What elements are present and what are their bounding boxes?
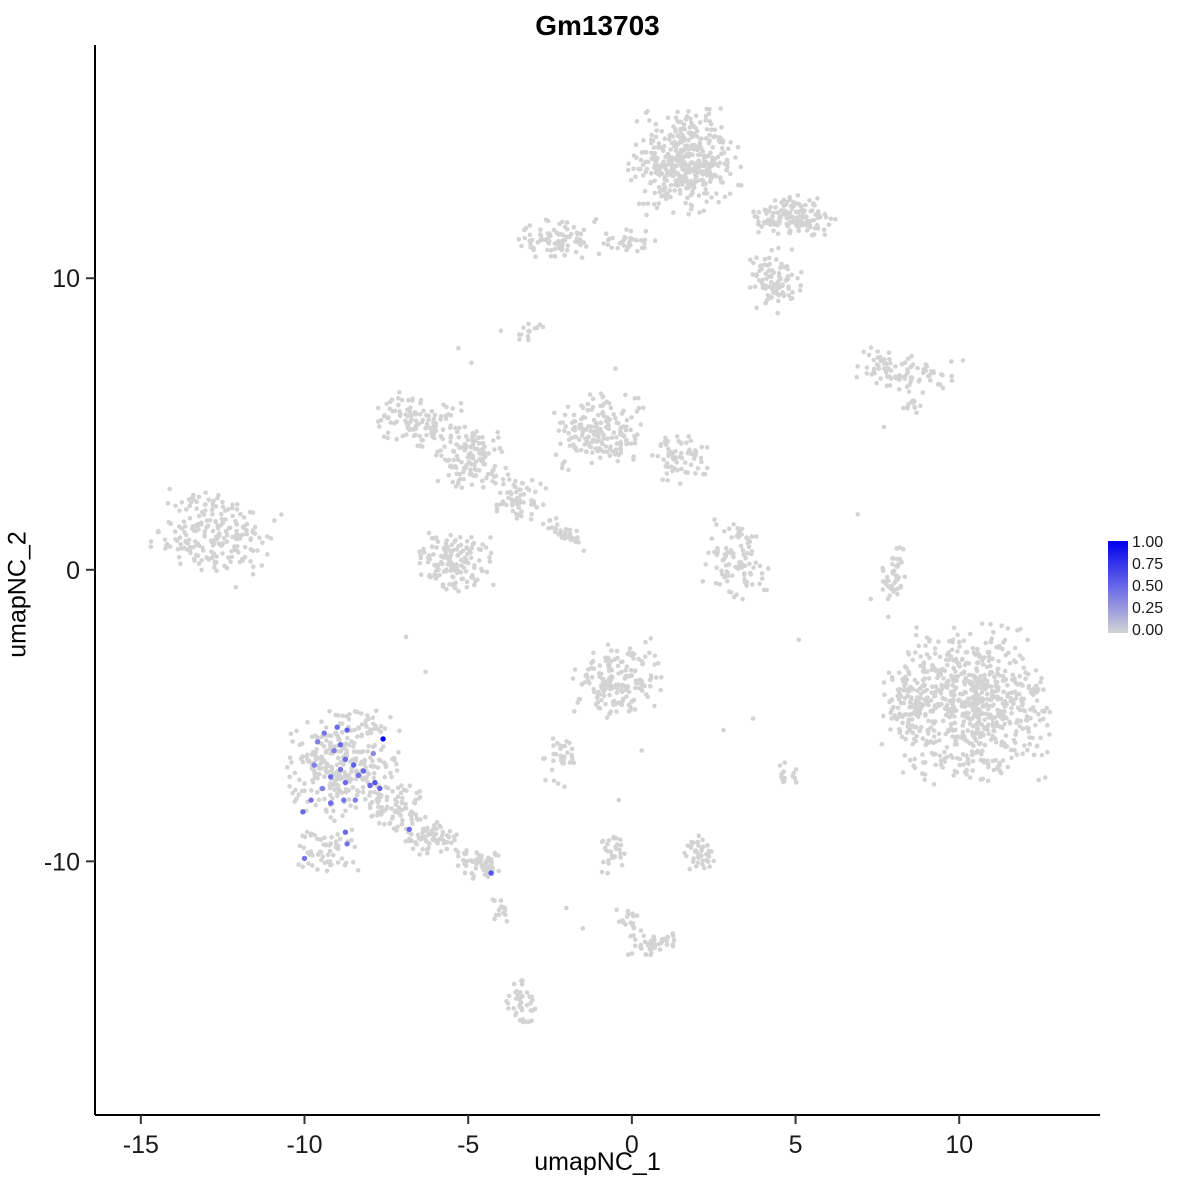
colorbar-gradient	[1108, 541, 1128, 633]
colorbar-legend: 1.00 0.75 0.50 0.25 0.00	[1108, 535, 1163, 639]
x-tick-label: -15	[123, 1131, 159, 1159]
colorbar-labels: 1.00 0.75 0.50 0.25 0.00	[1132, 535, 1163, 639]
legend-tick-label: 0.25	[1132, 600, 1164, 617]
x-tick-label: 10	[945, 1131, 973, 1159]
plot-title: Gm13703	[535, 10, 660, 41]
legend-tick-label: 0.50	[1132, 578, 1164, 595]
x-tick-label: 0	[625, 1131, 639, 1159]
y-tick-label: -10	[44, 848, 80, 876]
x-tick-label: 5	[789, 1131, 803, 1159]
x-axis-label: umapNC_1	[534, 1148, 661, 1176]
legend-tick-label: 0.75	[1132, 556, 1164, 573]
y-tick-label: 10	[52, 265, 80, 293]
x-tick-label: -5	[457, 1131, 479, 1159]
legend-tick-label: 1.00	[1132, 534, 1164, 551]
legend-tick-label: 0.00	[1132, 622, 1164, 639]
x-tick-label: -10	[286, 1131, 322, 1159]
y-tick-label: 0	[66, 557, 80, 585]
